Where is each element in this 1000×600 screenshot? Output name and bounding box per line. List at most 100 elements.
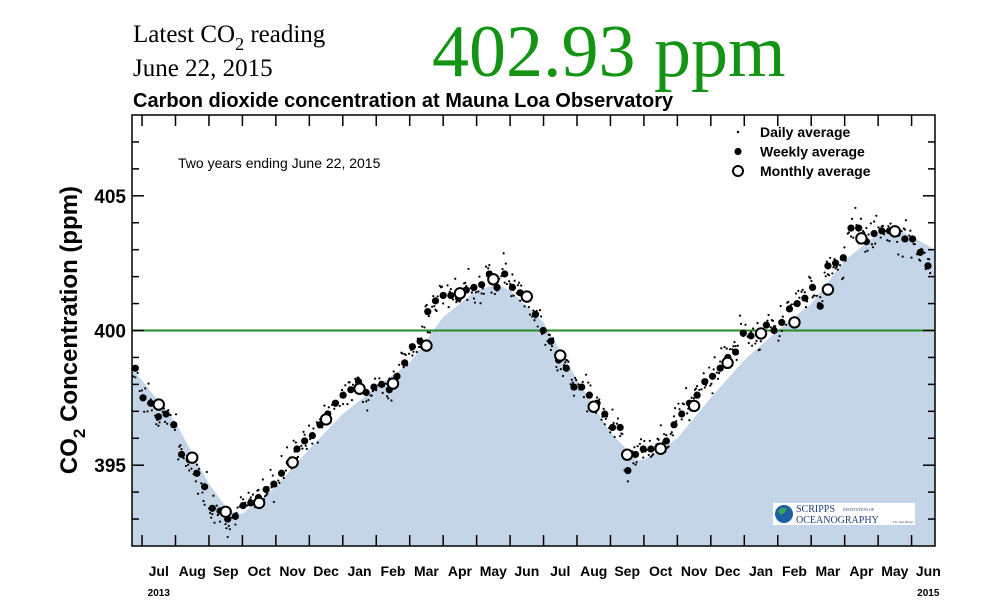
daily-point	[688, 419, 691, 422]
daily-point	[781, 315, 784, 318]
daily-point	[755, 339, 758, 342]
logo-text-top: SCRIPPS	[796, 504, 835, 515]
daily-point	[879, 236, 882, 239]
monthly-point	[754, 327, 768, 340]
weekly-point	[239, 501, 247, 510]
daily-point	[302, 430, 305, 433]
daily-point	[520, 284, 523, 287]
daily-point	[194, 480, 197, 483]
daily-point	[852, 236, 855, 239]
daily-point	[586, 410, 589, 413]
x-month-label: Aug	[580, 563, 607, 579]
daily-point	[425, 303, 428, 307]
daily-point	[725, 347, 728, 350]
daily-point	[512, 294, 515, 297]
weekly-point	[308, 431, 316, 440]
daily-point	[247, 491, 250, 494]
monthly-point	[587, 400, 600, 413]
daily-point	[480, 292, 483, 295]
daily-point	[527, 305, 531, 309]
daily-point	[677, 402, 680, 405]
daily-point	[711, 392, 714, 395]
daily-point	[698, 388, 701, 392]
daily-point	[700, 388, 703, 391]
daily-point	[236, 506, 239, 509]
weekly-point	[924, 262, 932, 270]
daily-point	[136, 371, 139, 374]
weekly-point	[731, 348, 740, 356]
daily-point	[738, 314, 742, 317]
daily-point	[686, 412, 689, 415]
daily-point	[134, 376, 137, 379]
daily-point	[365, 400, 368, 403]
daily-point	[155, 423, 158, 426]
daily-point	[767, 313, 770, 317]
chart-title: Carbon dioxide concentration at Mauna Lo…	[133, 90, 674, 112]
daily-point	[667, 445, 670, 448]
daily-point	[758, 348, 761, 351]
legend-weekly-icon	[734, 147, 742, 156]
daily-point	[203, 503, 206, 506]
daily-point	[216, 514, 219, 517]
daily-point	[867, 233, 870, 236]
daily-point	[470, 291, 473, 294]
daily-point	[739, 322, 743, 325]
weekly-point	[839, 254, 847, 262]
daily-point	[561, 374, 565, 378]
x-month-label: Sep	[213, 563, 239, 579]
daily-point	[564, 361, 567, 364]
daily-point	[505, 282, 509, 286]
daily-point	[421, 325, 424, 328]
daily-point	[338, 404, 341, 408]
daily-point	[224, 522, 227, 526]
daily-point	[613, 435, 616, 439]
daily-point	[311, 442, 314, 445]
daily-point	[619, 434, 622, 438]
daily-point	[903, 228, 906, 231]
daily-point	[150, 409, 153, 412]
daily-point	[600, 418, 603, 421]
daily-point	[570, 378, 573, 381]
weekly-point	[162, 410, 170, 418]
daily-point	[927, 258, 931, 261]
daily-point	[790, 303, 793, 306]
daily-point	[866, 249, 869, 252]
daily-point	[774, 325, 777, 328]
daily-point	[195, 463, 199, 466]
monthly-point	[788, 316, 801, 329]
weekly-point	[585, 391, 593, 399]
logo-text-small: INSTITUTION OF	[843, 507, 875, 512]
daily-point	[864, 250, 867, 253]
monthly-point	[420, 339, 433, 352]
daily-point	[633, 446, 636, 449]
globe-icon	[775, 505, 793, 523]
daily-point	[464, 281, 467, 284]
daily-point	[378, 377, 381, 380]
x-month-label: May	[881, 563, 908, 579]
daily-point	[488, 263, 491, 267]
daily-point	[888, 239, 891, 243]
weekly-point	[570, 383, 578, 391]
monthly-point	[319, 413, 333, 426]
logo-text-tiny: UC San Diego	[893, 520, 914, 524]
daily-point	[703, 386, 706, 389]
weekly-point	[562, 364, 570, 372]
legend: Daily average Weekly average Monthly avera…	[732, 124, 871, 179]
daily-point	[157, 424, 160, 427]
daily-point	[516, 284, 520, 287]
daily-point	[824, 275, 827, 278]
daily-point	[909, 229, 912, 232]
daily-point	[510, 294, 513, 298]
daily-point	[849, 235, 853, 238]
daily-point	[278, 481, 281, 484]
monthly-point	[687, 399, 701, 413]
weekly-point	[785, 305, 794, 313]
daily-point	[226, 535, 229, 539]
daily-point	[503, 281, 506, 284]
daily-point	[173, 428, 177, 431]
daily-point	[533, 319, 536, 322]
daily-point	[392, 370, 395, 373]
weekly-point	[131, 364, 139, 372]
daily-point	[702, 372, 705, 375]
daily-point	[140, 389, 144, 392]
